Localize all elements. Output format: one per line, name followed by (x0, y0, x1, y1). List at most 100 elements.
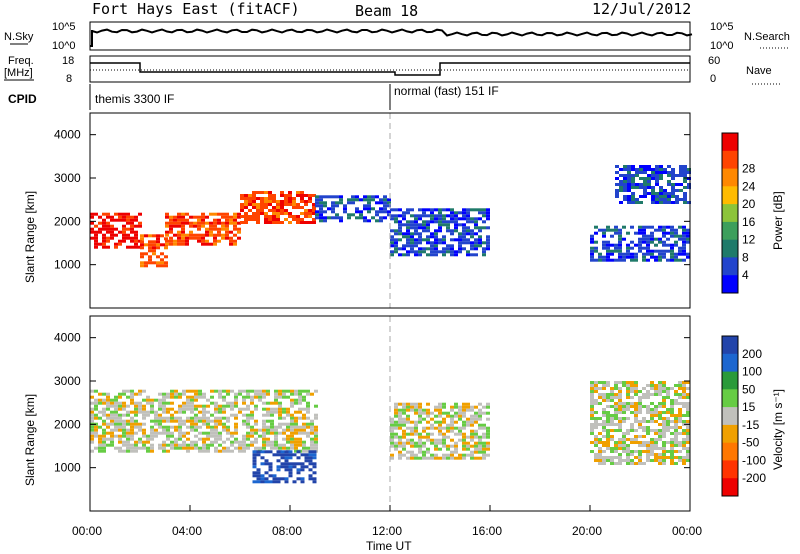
heatmap-cell (244, 203, 248, 206)
heatmap-cell (310, 422, 314, 426)
colorbar-tick-label: 28 (742, 162, 756, 176)
heatmap-cell (474, 253, 478, 257)
heatmap-cell (355, 210, 359, 214)
time-axis: 00:00 04:00 08:00 12:00 16:00 20:00 00:00 (72, 505, 702, 538)
heatmap-cell (446, 214, 450, 218)
heatmap-cell (296, 191, 300, 194)
heatmap-cell (442, 217, 446, 221)
heatmap-cell (225, 224, 229, 228)
heatmap-cell (670, 234, 674, 238)
heatmap-cell (466, 241, 470, 245)
heatmap-cell (294, 398, 298, 402)
heatmap-cell (170, 401, 174, 405)
heatmap-cell (422, 444, 426, 448)
heatmap-cell (162, 416, 166, 420)
heatmap-cell (682, 441, 686, 444)
heatmap-cell (606, 432, 610, 435)
heatmap-cell (304, 456, 309, 460)
heatmap-cell (284, 197, 288, 200)
heatmap-cell (280, 453, 285, 457)
heatmap-cell (474, 223, 478, 227)
heatmap-cell (462, 208, 466, 212)
heatmap-cell (126, 236, 130, 240)
heatmap-cell (229, 236, 233, 240)
heatmap-cell (264, 197, 268, 200)
heatmap-cell (118, 440, 122, 444)
heatmap-cell (446, 226, 450, 230)
heatmap-cell (598, 450, 602, 453)
heatmap-cell (106, 395, 110, 399)
heatmap-cell (446, 453, 450, 457)
heatmap-cell (478, 235, 482, 239)
heatmap-cell (426, 456, 430, 460)
heatmap-cell (118, 428, 122, 432)
velocity-cells (90, 381, 690, 484)
heatmap-cell (674, 432, 678, 435)
heatmap-cell (278, 425, 282, 429)
heatmap-cell (194, 422, 198, 426)
heatmap-cell (106, 215, 110, 219)
heatmap-cell (213, 212, 217, 216)
heatmap-cell (462, 444, 466, 448)
heatmap-cell (197, 221, 201, 225)
heatmap-cell (627, 177, 631, 180)
heatmap-cell (670, 408, 674, 411)
heatmap-cell (642, 426, 646, 429)
heatmap-cell (90, 425, 94, 429)
heatmap-cell (643, 183, 647, 186)
heatmap-cell (406, 441, 410, 445)
heatmap-cell (126, 449, 130, 453)
heatmap-cell (655, 177, 659, 180)
heatmap-cell (274, 392, 278, 396)
heatmap-cell (682, 237, 686, 241)
heatmap-cell (98, 437, 102, 441)
heatmap-cell (134, 404, 138, 408)
heatmap-cell (331, 195, 335, 199)
heatmap-cell (138, 401, 142, 405)
heatmap-cell (214, 404, 218, 408)
heatmap-cell (300, 480, 305, 484)
heatmap-cell (606, 255, 610, 259)
heatmap-cell (454, 402, 458, 406)
heatmap-cell (678, 384, 682, 387)
heatmap-cell (201, 221, 205, 225)
heatmap-cell (647, 192, 651, 195)
heatmap-cell (646, 258, 650, 262)
heatmap-cell (90, 413, 94, 417)
heatmap-cell (268, 191, 272, 194)
heatmap-cell (462, 223, 466, 227)
heatmap-cell (193, 236, 197, 240)
heatmap-cell (90, 395, 94, 399)
heatmap-cell (383, 204, 387, 208)
heatmap-cell (178, 404, 182, 408)
heatmap-cell (410, 232, 414, 236)
heatmap-cell (254, 389, 258, 393)
heatmap-cell (222, 407, 226, 411)
heatmap-cell (482, 211, 486, 215)
heatmap-cell (138, 389, 142, 393)
heatmap-cell (398, 208, 402, 212)
heatmap-cell (193, 224, 197, 228)
heatmap-cell (102, 413, 106, 417)
heatmap-cell (194, 416, 198, 420)
heatmap-cell (590, 426, 594, 429)
heatmap-cell (594, 231, 598, 235)
heatmap-cell (654, 432, 658, 435)
heatmap-cell (144, 252, 148, 256)
heatmap-cell (610, 390, 614, 393)
heatmap-cell (178, 431, 182, 435)
heatmap-cell (118, 239, 122, 243)
heatmap-cell (670, 255, 674, 259)
heatmap-cell (438, 250, 442, 254)
heatmap-cell (610, 450, 614, 453)
heatmap-cell (266, 419, 270, 423)
heatmap-cell (438, 226, 442, 230)
heatmap-cell (638, 423, 642, 426)
heatmap-cell (308, 197, 312, 200)
heatmap-cell (315, 213, 319, 217)
heatmap-cell (256, 209, 260, 212)
heatmap-cell (402, 247, 406, 251)
heatmap-cell (178, 410, 182, 414)
heatmap-cell (402, 444, 406, 448)
heatmap-cell (686, 408, 690, 411)
